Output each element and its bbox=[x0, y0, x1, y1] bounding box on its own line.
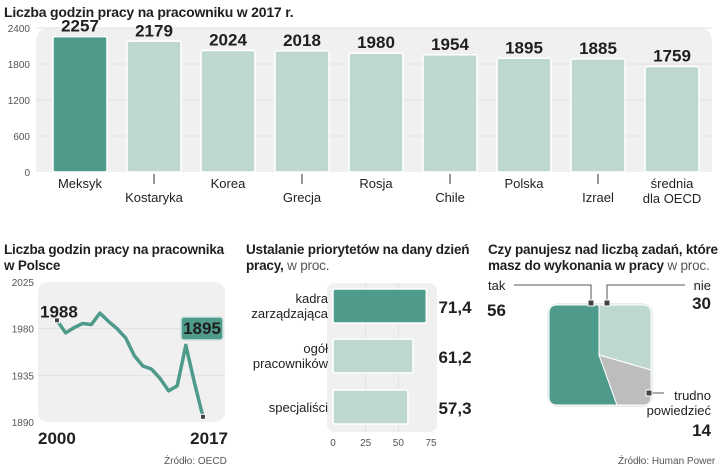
bar-category-label: Polska bbox=[504, 176, 544, 191]
bar bbox=[570, 58, 626, 173]
hbar-category-label: pracowników bbox=[253, 356, 329, 371]
bar bbox=[644, 65, 700, 173]
bar-category-label: średnia bbox=[651, 176, 694, 191]
bar-category-label: Korea bbox=[211, 176, 246, 191]
line-chart-title-line-1: Liczba godzin pracy na pracownika bbox=[4, 242, 224, 257]
bar bbox=[274, 50, 330, 173]
pie-value-tak: 56 bbox=[487, 301, 506, 320]
bar-category-label: Izrael bbox=[582, 190, 614, 205]
pie-leader-nie bbox=[606, 284, 685, 300]
pie-label-tak: tak bbox=[488, 278, 506, 293]
bar-ytick-label: 1200 bbox=[8, 96, 31, 107]
hbar-xtick-label: 25 bbox=[360, 438, 372, 449]
pie-label-trudno-2: powiedzieć bbox=[647, 403, 712, 418]
line-ytick-label: 1935 bbox=[12, 371, 35, 382]
bar bbox=[126, 40, 182, 173]
bar-ytick-label: 2400 bbox=[8, 24, 31, 35]
bar-category-label: Meksyk bbox=[58, 176, 103, 191]
hbar-category-label: ogół bbox=[303, 341, 328, 356]
bar-category-label: Kostaryka bbox=[125, 190, 184, 205]
pie-chart-unit: w proc. bbox=[667, 258, 710, 273]
pie-marker-trudno bbox=[645, 389, 653, 397]
hbar-chart-title: Ustalanie priorytetów na dany dzień prac… bbox=[246, 242, 470, 274]
hbar-value-label: 71,4 bbox=[438, 298, 472, 317]
bar-category-label: Rosja bbox=[359, 176, 393, 191]
hbar-category-label: kadra bbox=[295, 291, 328, 306]
bar-value-label: 2257 bbox=[61, 17, 99, 36]
bar-value-label: 1759 bbox=[653, 46, 691, 65]
bar bbox=[52, 35, 108, 173]
hbar-chart-title-bold: pracy, bbox=[246, 258, 284, 273]
hbar-chart-title-line-1: Ustalanie priorytetów na dany dzień bbox=[246, 242, 470, 257]
pie-marker-tak bbox=[587, 299, 595, 307]
line-ytick-label: 1980 bbox=[12, 325, 35, 336]
hbar-xtick-label: 0 bbox=[330, 438, 336, 449]
bar bbox=[348, 52, 404, 173]
hbar-bar bbox=[332, 338, 414, 374]
pie-slice-nie bbox=[598, 304, 652, 371]
line-ytick-label: 2025 bbox=[12, 278, 35, 289]
pie-chart-title: Czy panujesz nad liczbą zadań, które mas… bbox=[488, 242, 718, 274]
pie-label-trudno-1: trudno bbox=[674, 388, 711, 403]
bar bbox=[422, 54, 478, 173]
line-series bbox=[55, 311, 205, 418]
pie-slice-tak bbox=[548, 304, 618, 406]
hbar-bar bbox=[332, 288, 428, 324]
line-chart-title-line-2: w Polsce bbox=[4, 258, 61, 273]
line-xtick-end: 2017 bbox=[190, 429, 228, 448]
bar-ytick-label: 600 bbox=[13, 132, 30, 143]
pie-value-trudno: 14 bbox=[692, 421, 711, 440]
line-start-marker bbox=[54, 317, 60, 324]
bar-value-label: 1895 bbox=[505, 38, 543, 57]
hbar-category-label: specjaliści bbox=[269, 400, 328, 415]
hbar-value-label: 61,2 bbox=[438, 348, 471, 367]
pie-marker-nie bbox=[603, 299, 611, 307]
bar-ytick-label: 0 bbox=[24, 168, 30, 179]
bar bbox=[496, 57, 552, 173]
line-end-badge bbox=[180, 316, 224, 341]
pie-chart-title-bold: masz do wykonania w pracy bbox=[488, 258, 664, 273]
line-xtick-start: 2000 bbox=[38, 429, 76, 448]
bar-value-label: 1980 bbox=[357, 33, 395, 52]
bar-value-label: 1954 bbox=[431, 35, 469, 54]
bar-value-label: 2179 bbox=[135, 21, 173, 40]
hbar-chart-unit: w proc. bbox=[287, 258, 330, 273]
hbar-category-label: zarządzająca bbox=[251, 306, 328, 321]
pie-label-nie: nie bbox=[694, 278, 711, 293]
bar-category-label: dla OECD bbox=[643, 191, 702, 206]
bar-value-label: 1885 bbox=[579, 39, 617, 58]
source-human-power: Źródło: Human Power bbox=[618, 456, 716, 467]
bar-chart-title: Liczba godzin pracy na pracowniku w 2017… bbox=[4, 4, 294, 20]
hbar-chart-title-line-2: pracy, w proc. bbox=[246, 258, 469, 274]
line-start-label: 1988 bbox=[40, 302, 78, 321]
hbar-bar bbox=[332, 389, 409, 425]
line-ytick-label: 1890 bbox=[12, 418, 35, 429]
pie-chart-title-line-2: masz do wykonania w pracy w proc. bbox=[488, 258, 718, 274]
bar-category-label: Grecja bbox=[283, 190, 322, 205]
bar bbox=[200, 49, 256, 173]
bar-category-label: Chile bbox=[435, 190, 465, 205]
pie-slice-trudno bbox=[598, 354, 652, 406]
line-chart-title: Liczba godzin pracy na pracownika w Pols… bbox=[4, 242, 224, 274]
line-end-marker bbox=[200, 413, 206, 420]
bar-value-label: 2018 bbox=[283, 31, 321, 50]
source-oecd: Źródło: OECD bbox=[164, 456, 227, 467]
pie-chart-title-line-1: Czy panujesz nad liczbą zadań, które bbox=[488, 242, 718, 257]
bar-ytick-label: 1800 bbox=[8, 60, 31, 71]
pie-value-nie: 30 bbox=[692, 294, 711, 313]
line-end-label: 1895 bbox=[183, 319, 221, 338]
pie-leader-tak bbox=[514, 284, 592, 300]
hbar-value-label: 57,3 bbox=[438, 399, 471, 418]
hbar-xtick-label: 75 bbox=[425, 438, 437, 449]
bar-value-label: 2024 bbox=[209, 31, 247, 50]
hbar-xtick-label: 50 bbox=[393, 438, 405, 449]
